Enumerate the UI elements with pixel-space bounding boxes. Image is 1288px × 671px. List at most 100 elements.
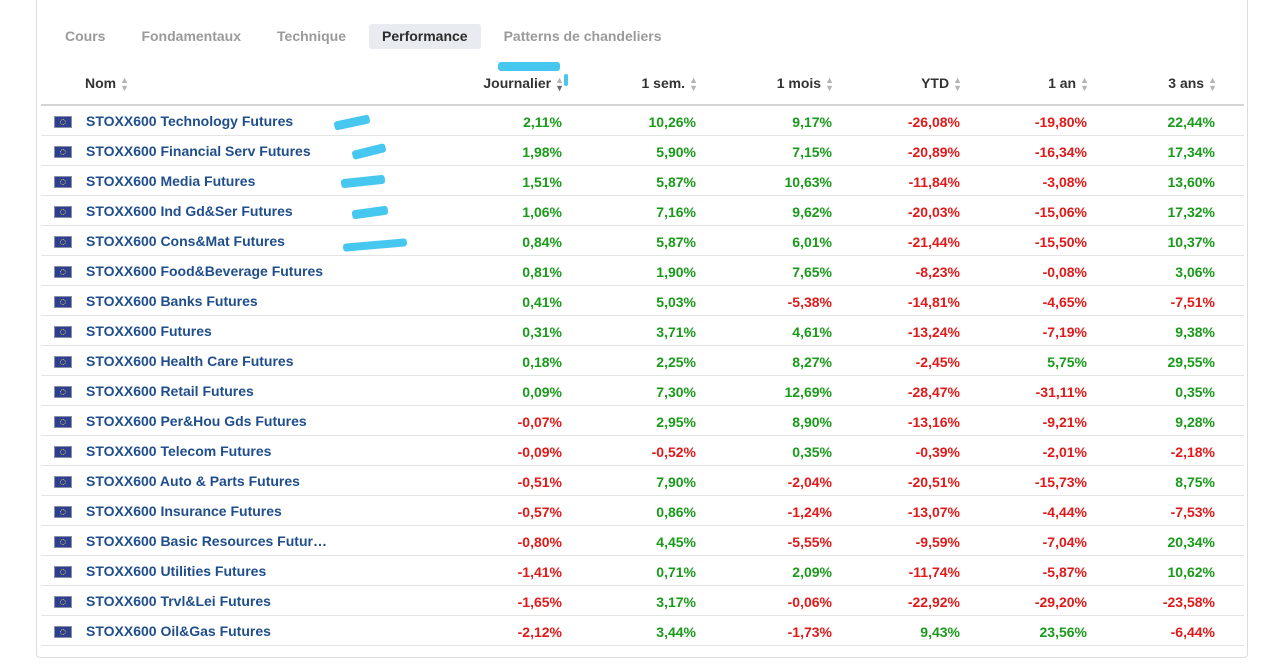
performance-cell-y3: 10,37% [1167,234,1215,250]
table-row[interactable]: STOXX600 Auto & Parts Futures -0,51% 7,90%… [41,466,1244,496]
performance-cell-y1: -7,04% [1042,534,1087,550]
table-row[interactable]: STOXX600 Health Care Futures 0,18% 2,25% 8,… [41,346,1244,376]
table-row[interactable]: STOXX600 Trvl&Lei Futures -1,65% 3,17% -0,0… [41,586,1244,616]
performance-cell-d: -1,41% [517,564,562,580]
table-row[interactable]: STOXX600 Ind Gd&Ser Futures 1,06% 7,16% 9,6… [41,196,1244,226]
column-header-label: 1 an [1048,75,1077,91]
column-header-ytd[interactable]: YTD ▲ ▼ [921,75,962,94]
instrument-name-link[interactable]: STOXX600 Food&Beverage Futures [86,263,324,279]
table-row[interactable]: STOXX600 Food&Beverage Futures 0,81% 1,90%… [41,256,1244,286]
performance-cell-y1: -31,11% [1035,384,1087,400]
performance-cell-d: 0,41% [522,294,562,310]
column-header-label: 3 ans [1168,75,1205,91]
table-row[interactable]: STOXX600 Media Futures 1,51% 5,87% 10,63% -1… [41,166,1244,196]
performance-cell-y3: 13,60% [1167,174,1215,190]
table-row[interactable]: STOXX600 Retail Futures 0,09% 7,30% 12,69% -… [41,376,1244,406]
performance-cell-d: 0,18% [522,354,562,370]
performance-cell-m: 7,65% [792,264,832,280]
eu-flag-icon [54,566,72,578]
table-row[interactable]: STOXX600 Oil&Gas Futures -2,12% 3,44% -1,73… [41,616,1244,646]
tab-performance[interactable]: Performance [369,24,481,49]
table-row[interactable]: STOXX600 Futures 0,31% 3,71% 4,61% -13,24% -7… [41,316,1244,346]
table-row[interactable]: STOXX600 Banks Futures 0,41% 5,03% -5,38% -1… [41,286,1244,316]
tab-patterns-de-chandeliers[interactable]: Patterns de chandeliers [503,28,662,44]
performance-cell-w: 5,87% [656,174,696,190]
sort-icon: ▲ ▼ [953,75,962,94]
performance-cell-ytd: -26,08% [907,114,960,130]
instrument-name-link[interactable]: STOXX600 Oil&Gas Futures [86,623,271,639]
tab-technique[interactable]: Technique [277,28,346,44]
instrument-name-link[interactable]: STOXX600 Banks Futures [86,293,258,309]
instrument-name-link[interactable]: STOXX600 Ind Gd&Ser Futures [86,203,293,219]
table-row[interactable]: STOXX600 Basic Resources Futur… -0,80% 4,4… [41,526,1244,556]
instrument-name-link[interactable]: STOXX600 Futures [86,323,212,339]
performance-cell-y3: 22,44% [1167,114,1215,130]
performance-cell-y1: -0,08% [1042,264,1087,280]
performance-cell-m: -5,38% [787,294,832,310]
eu-flag-icon [54,296,72,308]
performance-cell-w: 5,90% [656,144,696,160]
column-header-label: Journalier [483,75,552,91]
column-header-1-mois[interactable]: 1 mois ▲ ▼ [777,75,834,94]
tab-fondamentaux[interactable]: Fondamentaux [141,28,242,44]
performance-cell-d: 0,09% [522,384,562,400]
instrument-name-link[interactable]: STOXX600 Insurance Futures [86,503,282,519]
performance-cell-m: 0,35% [792,444,832,460]
performance-cell-w: 5,87% [656,234,696,250]
column-header-label: YTD [921,75,950,91]
table-row[interactable]: STOXX600 Cons&Mat Futures 0,84% 5,87% 6,01%… [41,226,1244,256]
instrument-name-link[interactable]: STOXX600 Per&Hou Gds Futures [86,413,307,429]
eu-flag-icon [54,116,72,128]
instrument-name-link[interactable]: STOXX600 Trvl&Lei Futures [86,593,271,609]
sort-icon: ▲ ▼ [825,75,834,94]
instrument-name-link[interactable]: STOXX600 Retail Futures [86,383,254,399]
performance-cell-y3: 17,34% [1167,144,1215,160]
performance-cell-w: 10,26% [648,114,696,130]
performance-cell-d: 0,31% [522,324,562,340]
instrument-name-link[interactable]: STOXX600 Utilities Futures [86,563,267,579]
instrument-name-link[interactable]: STOXX600 Technology Futures [86,113,294,129]
column-header-journalier[interactable]: Journalier ▲ ▼ [483,75,564,93]
performance-cell-m: 8,27% [792,354,832,370]
table-row[interactable]: STOXX600 Technology Futures 2,11% 10,26% 9,… [41,106,1244,136]
column-header-3-ans[interactable]: 3 ans ▲ ▼ [1168,75,1217,93]
performance-cell-m: -2,04% [787,474,832,490]
performance-cell-m: -5,55% [787,534,832,550]
instrument-name-link[interactable]: STOXX600 Telecom Futures [86,443,272,459]
performance-cell-m: 2,09% [792,564,832,580]
eu-flag-icon [54,626,72,638]
table-row[interactable]: STOXX600 Insurance Futures -0,57% 0,86% -1,… [41,496,1244,526]
instrument-name-link[interactable]: STOXX600 Health Care Futures [86,353,294,369]
table-row[interactable]: STOXX600 Financial Serv Futures 1,98% 5,90… [41,136,1244,166]
performance-cell-d: 0,84% [522,234,562,250]
instrument-name-link[interactable]: STOXX600 Auto & Parts Futures [86,473,300,489]
performance-cell-m: -1,24% [787,504,832,520]
performance-cell-w: 5,03% [656,294,696,310]
performance-cell-y3: -23,58% [1162,594,1215,610]
performance-cell-ytd: -28,47% [907,384,960,400]
performance-cell-ytd: -20,03% [907,204,960,220]
instrument-name-link[interactable]: STOXX600 Basic Resources Futur… [86,533,327,549]
performance-cell-d: -0,07% [517,414,562,430]
performance-cell-w: 3,71% [656,324,696,340]
performance-cell-d: 2,11% [523,114,562,130]
eu-flag-icon [54,176,72,188]
instrument-name-link[interactable]: STOXX600 Financial Serv Futures [86,143,311,159]
instrument-name-link[interactable]: STOXX600 Media Futures [86,173,256,189]
column-header-1-an[interactable]: 1 an ▲ ▼ [1048,75,1089,93]
table-row[interactable]: STOXX600 Telecom Futures -0,09% -0,52% 0,35… [41,436,1244,466]
sort-icon: ▲ ▼ [689,75,698,94]
instrument-name-link[interactable]: STOXX600 Cons&Mat Futures [86,233,285,249]
eu-flag-icon [54,476,72,488]
table-row[interactable]: STOXX600 Per&Hou Gds Futures -0,07% 2,95% 8… [41,406,1244,436]
performance-cell-ytd: -13,16% [907,414,960,430]
performance-cell-y1: 5,75% [1047,354,1087,370]
column-header-1-sem[interactable]: 1 sem. ▲ ▼ [641,75,698,94]
tab-cours[interactable]: Cours [65,28,106,44]
eu-flag-icon [54,386,72,398]
performance-cell-ytd: -0,39% [915,444,960,460]
highlight-mark [498,62,560,71]
performance-cell-d: 1,98% [522,144,562,160]
column-header-nom[interactable]: Nom ▲ ▼ [85,75,129,93]
table-row[interactable]: STOXX600 Utilities Futures -1,41% 0,71% 2,0… [41,556,1244,586]
